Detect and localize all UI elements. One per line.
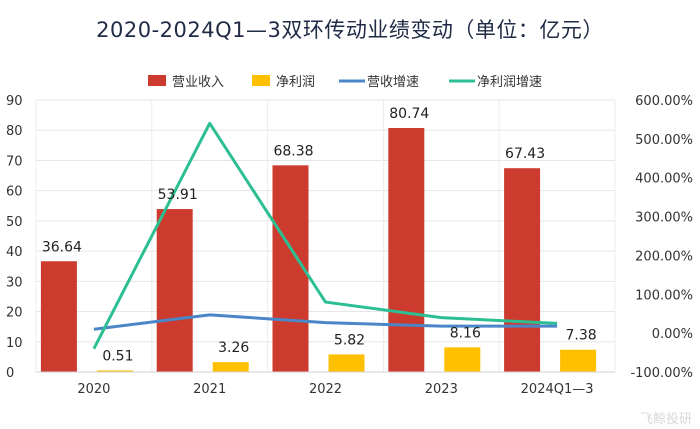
lines [92,121,558,350]
data-label-revenue: 67.43 [505,146,545,162]
bar-net-profit [560,349,597,372]
x-tick-label: 2023 [425,382,458,397]
data-labels: 36.64 53.91 68.38 80.74 67.43 0.51 3.26 5.82 8.1… [42,106,597,364]
y-left-tick-label: 10 [6,336,23,351]
y-left-tick-label: 30 [6,275,23,290]
bar-net-profit [328,354,365,372]
bar-revenue [504,168,541,372]
data-label-net-profit: 8.16 [450,325,481,341]
axes: 0 10 20 30 40 50 60 70 80 90 -100.00% 0.00% 100.00% 2… [6,94,693,397]
y-left-tick-label: 20 [6,306,23,321]
line-revenue-growth [93,313,558,331]
data-label-revenue: 68.38 [273,143,313,159]
y-right-tick-label: -100.00% [630,366,693,381]
data-label-net-profit: 0.51 [102,348,133,364]
y-left-tick-label: 0 [6,366,14,381]
legend-label: 营业收入 [172,75,224,90]
legend-swatch [252,75,270,86]
gridlines [35,99,616,373]
bars [40,127,597,372]
legend-label: 净利润 [276,75,315,90]
data-label-revenue: 36.64 [42,239,82,255]
x-tick-label: 2020 [77,382,110,397]
y-left-tick-label: 50 [6,215,23,230]
y-right-tick-label: 100.00% [635,288,693,303]
y-right-tick-label: 600.00% [635,94,693,109]
data-label-net-profit: 5.82 [334,332,365,348]
bar-revenue [156,209,193,372]
watermark: 飞鲸投研 [639,412,692,427]
bar-net-profit [96,370,133,372]
legend-swatch [148,75,166,86]
chart-title: 2020-2024Q1—3双环传动业绩变动（单位：亿元） [96,18,604,42]
bar-net-profit [212,362,249,372]
y-right-tick-label: 500.00% [635,133,693,148]
legend-label: 营收增速 [367,75,419,90]
legend-label: 净利润增速 [477,75,542,90]
data-label-net-profit: 7.38 [566,328,597,344]
data-label-revenue: 53.91 [158,187,198,203]
line-net-profit-growth [92,121,558,350]
y-left-tick-label: 90 [6,94,23,109]
y-right-tick-label: 0.00% [652,327,693,342]
y-left-tick-label: 60 [6,185,23,200]
y-left-tick-label: 70 [6,154,23,169]
x-tick-label: 2021 [193,382,226,397]
bar-net-profit [444,347,481,372]
legend: 营业收入 净利润 营收增速 净利润增速 [148,75,542,90]
data-label-net-profit: 3.26 [218,340,249,356]
bar-revenue [40,261,77,372]
y-left-tick-label: 80 [6,124,23,139]
y-right-tick-label: 200.00% [635,249,693,264]
bar-revenue [388,127,425,372]
y-right-tick-label: 400.00% [635,172,693,187]
data-label-revenue: 80.74 [389,106,429,122]
y-left-tick-label: 40 [6,245,23,260]
x-tick-label: 2022 [309,382,342,397]
y-right-tick-label: 300.00% [635,211,693,226]
x-tick-label: 2024Q1—3 [521,382,594,397]
